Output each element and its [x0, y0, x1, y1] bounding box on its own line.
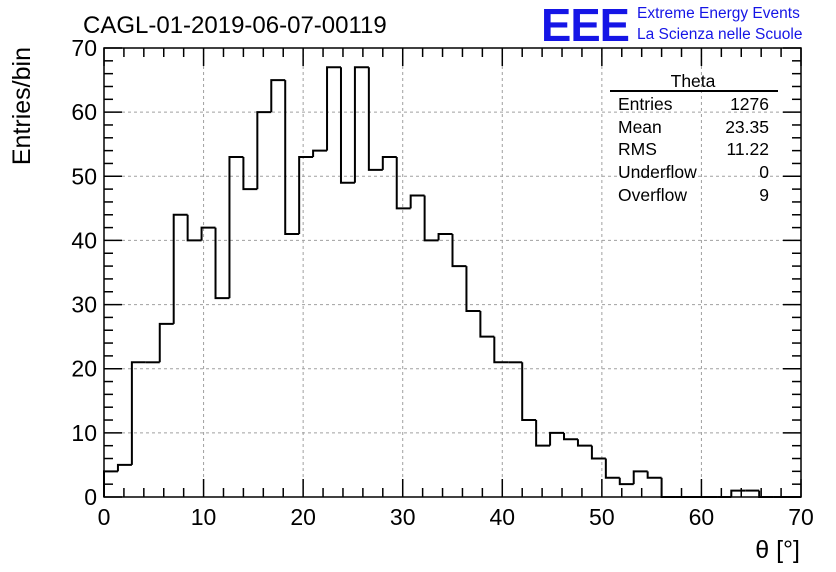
histogram-bin	[381, 156, 397, 170]
histogram-bin	[256, 111, 272, 190]
y-tick-label: 10	[71, 420, 97, 446]
stats-value-overflow: 9	[759, 185, 769, 205]
histogram-bin	[521, 362, 537, 422]
x-tick-label: 10	[191, 504, 217, 530]
x-tick-label: 0	[98, 504, 111, 530]
y-tick-label: 0	[84, 484, 97, 510]
histogram-bin	[284, 80, 300, 236]
histogram-bin	[172, 213, 188, 324]
stats-value-rms: 11.22	[727, 139, 770, 159]
x-tick-labels: 0 10 20 30 40 50 60 70	[98, 504, 814, 530]
histogram-bin	[339, 67, 355, 184]
histogram-bin	[298, 156, 314, 235]
stats-title: Theta	[671, 71, 716, 91]
axis-ticks	[103, 47, 802, 498]
x-tick-label: 40	[489, 504, 515, 530]
histogram-bin	[214, 227, 230, 300]
histogram-bin	[200, 226, 216, 241]
histogram-bin	[242, 157, 258, 191]
histogram-bin	[493, 336, 509, 364]
histogram-bin	[423, 195, 439, 242]
histogram-bin	[451, 234, 467, 268]
y-tick-label: 50	[71, 163, 97, 189]
histogram-bin	[367, 67, 383, 171]
histogram-bin	[549, 431, 565, 446]
stats-label-mean: Mean	[618, 117, 662, 137]
grid-lines	[104, 48, 801, 497]
stats-box: Theta Entries 1276 Mean 23.35 RMS 11.22 …	[610, 71, 778, 205]
stats-label-rms: RMS	[618, 139, 657, 159]
y-axis-label: Entries/bin	[8, 47, 36, 165]
histogram-bin	[563, 432, 578, 441]
y-tick-label: 30	[71, 292, 97, 318]
histogram-bin	[437, 233, 453, 241]
histogram-bin	[312, 149, 328, 158]
histogram-bin	[660, 477, 676, 498]
histogram-bin	[270, 79, 286, 113]
y-tick-label: 60	[71, 99, 97, 125]
histogram-bars	[103, 66, 801, 498]
x-axis-label: θ [°]	[755, 536, 800, 564]
histogram-bin	[618, 477, 634, 486]
histogram-bin	[116, 463, 132, 472]
brand-line-1: Extreme Energy Events	[637, 5, 800, 22]
plot-frame	[103, 47, 802, 498]
histogram-bin	[158, 322, 174, 363]
histogram-bin	[326, 66, 341, 151]
eee-logo: EEE	[541, 0, 629, 51]
stats-label-underflow: Underflow	[618, 162, 697, 182]
x-tick-label: 50	[589, 504, 615, 530]
histogram-bin	[604, 458, 620, 479]
plot-frame-rect	[103, 47, 802, 498]
histogram-bin	[228, 156, 244, 299]
brand-line-2: La Scienza nelle Scuole	[637, 26, 802, 43]
histogram-bin	[186, 214, 202, 242]
histogram-bin	[590, 445, 606, 460]
histogram-bin	[465, 266, 481, 312]
histogram-bin	[646, 471, 662, 479]
stats-value-mean: 23.35	[725, 117, 769, 137]
histogram-bin	[130, 361, 146, 465]
y-tick-label: 70	[71, 35, 97, 61]
y-tick-label: 40	[71, 227, 97, 253]
stats-label-overflow: Overflow	[618, 185, 687, 205]
x-tick-label: 30	[390, 504, 416, 530]
histogram-bin	[353, 66, 369, 183]
histogram-bin	[395, 157, 411, 210]
x-tick-label: 20	[290, 504, 316, 530]
stats-label-entries: Entries	[618, 94, 673, 114]
histogram-bin	[535, 420, 551, 447]
stats-value-entries: 1276	[730, 94, 769, 114]
y-tick-labels: 0 10 20 30 40 50 60 70	[71, 35, 97, 510]
x-tick-label: 70	[788, 504, 814, 530]
x-tick-label: 60	[689, 504, 715, 530]
histogram-bin	[479, 310, 495, 338]
histogram-bin	[632, 470, 648, 485]
stats-value-underflow: 0	[759, 162, 769, 182]
histogram-bin	[409, 194, 425, 209]
y-tick-label: 20	[71, 356, 97, 382]
histogram-bin	[730, 489, 746, 497]
chart-title: CAGL-01-2019-06-07-00119	[83, 12, 387, 39]
histogram-bin	[576, 439, 592, 447]
